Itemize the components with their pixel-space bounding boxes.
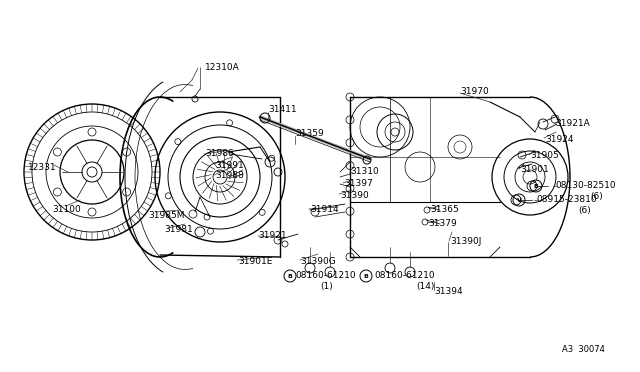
Text: 31397: 31397 bbox=[344, 180, 372, 189]
Text: 31390J: 31390J bbox=[450, 237, 481, 247]
Text: 31905: 31905 bbox=[530, 151, 559, 160]
Text: 31985M: 31985M bbox=[148, 211, 184, 219]
Text: 12310A: 12310A bbox=[205, 62, 240, 71]
Text: A3  30074: A3 30074 bbox=[562, 345, 605, 354]
Text: 08160-61210: 08160-61210 bbox=[295, 272, 356, 280]
Text: (1): (1) bbox=[320, 282, 333, 292]
Text: 31411: 31411 bbox=[268, 106, 296, 115]
Text: 31988: 31988 bbox=[215, 171, 244, 180]
Text: 31365: 31365 bbox=[430, 205, 459, 215]
Text: 31390G: 31390G bbox=[300, 257, 336, 266]
Text: 31390: 31390 bbox=[340, 190, 369, 199]
Text: 31970: 31970 bbox=[460, 87, 489, 96]
Text: (6): (6) bbox=[590, 192, 603, 202]
Text: B: B bbox=[364, 273, 369, 279]
Text: 31991: 31991 bbox=[215, 160, 244, 170]
Text: 08160-61210: 08160-61210 bbox=[374, 272, 435, 280]
Text: (6): (6) bbox=[578, 206, 591, 215]
Text: 31310: 31310 bbox=[350, 167, 379, 176]
Text: 31921: 31921 bbox=[258, 231, 287, 240]
Text: V: V bbox=[516, 198, 522, 202]
Text: B: B bbox=[534, 183, 538, 189]
Text: 31986: 31986 bbox=[205, 150, 234, 158]
Text: 31921A: 31921A bbox=[555, 119, 589, 128]
Text: 31901E: 31901E bbox=[238, 257, 273, 266]
Text: 31924: 31924 bbox=[545, 135, 573, 144]
Text: B: B bbox=[287, 273, 292, 279]
Text: 31359: 31359 bbox=[295, 129, 324, 138]
Text: 31914: 31914 bbox=[310, 205, 339, 214]
Text: 08130-82510: 08130-82510 bbox=[555, 182, 616, 190]
Text: 31981: 31981 bbox=[164, 224, 193, 234]
Text: 31379: 31379 bbox=[428, 219, 457, 228]
Text: 08915-23810: 08915-23810 bbox=[536, 196, 596, 205]
Text: (14): (14) bbox=[416, 282, 435, 292]
Text: 12331: 12331 bbox=[28, 163, 56, 171]
Text: 31394: 31394 bbox=[434, 288, 463, 296]
Text: 31901: 31901 bbox=[520, 166, 548, 174]
Text: 31100: 31100 bbox=[52, 205, 81, 215]
